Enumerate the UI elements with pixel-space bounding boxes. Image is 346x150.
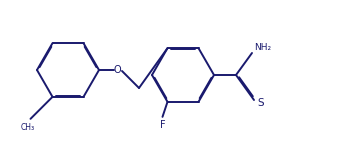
Text: NH₂: NH₂ — [254, 43, 271, 52]
Text: CH₃: CH₃ — [20, 123, 35, 132]
Text: O: O — [113, 65, 121, 75]
Text: F: F — [160, 120, 165, 130]
Text: S: S — [257, 98, 264, 108]
